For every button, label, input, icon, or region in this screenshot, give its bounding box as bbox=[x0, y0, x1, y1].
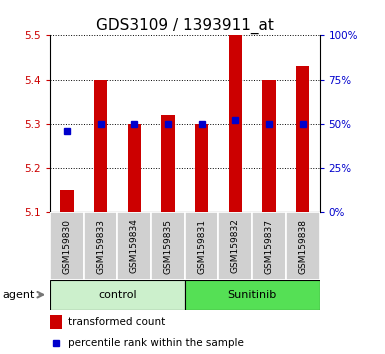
Bar bbox=[161, 115, 175, 212]
Bar bbox=[50, 280, 185, 310]
Text: agent: agent bbox=[2, 290, 34, 300]
Bar bbox=[219, 212, 252, 280]
Bar bbox=[252, 212, 286, 280]
Bar bbox=[185, 212, 219, 280]
Bar bbox=[50, 315, 62, 329]
Bar bbox=[185, 280, 320, 310]
Text: control: control bbox=[98, 290, 137, 300]
Bar bbox=[117, 212, 151, 280]
Text: percentile rank within the sample: percentile rank within the sample bbox=[68, 338, 243, 348]
Bar bbox=[60, 190, 74, 212]
Bar bbox=[286, 212, 320, 280]
Bar bbox=[127, 124, 141, 212]
Text: GSM159834: GSM159834 bbox=[130, 218, 139, 274]
Bar bbox=[94, 80, 107, 212]
Text: GSM159832: GSM159832 bbox=[231, 218, 240, 274]
Bar bbox=[229, 35, 242, 212]
Text: GSM159837: GSM159837 bbox=[264, 218, 273, 274]
Text: GSM159838: GSM159838 bbox=[298, 218, 307, 274]
Text: transformed count: transformed count bbox=[68, 317, 165, 327]
Bar bbox=[296, 67, 310, 212]
Text: GSM159830: GSM159830 bbox=[62, 218, 71, 274]
Bar bbox=[84, 212, 117, 280]
Bar bbox=[195, 124, 208, 212]
Bar bbox=[262, 80, 276, 212]
Bar bbox=[50, 212, 84, 280]
Bar bbox=[151, 212, 185, 280]
Text: Sunitinib: Sunitinib bbox=[228, 290, 277, 300]
Text: GSM159833: GSM159833 bbox=[96, 218, 105, 274]
Text: GSM159835: GSM159835 bbox=[164, 218, 172, 274]
Title: GDS3109 / 1393911_at: GDS3109 / 1393911_at bbox=[96, 18, 274, 34]
Text: GSM159831: GSM159831 bbox=[197, 218, 206, 274]
